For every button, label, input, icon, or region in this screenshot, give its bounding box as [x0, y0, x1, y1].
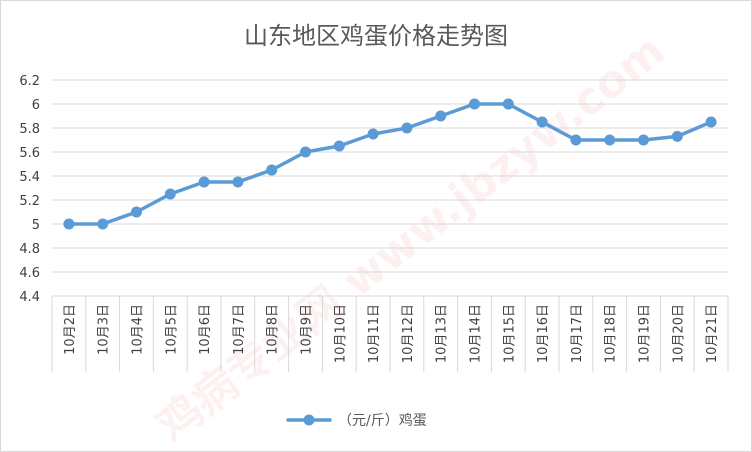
- legend-point-marker: [303, 414, 315, 426]
- x-tick-label: 10月9日: [300, 304, 315, 355]
- x-tick-label: 10月17日: [570, 304, 585, 363]
- y-tick-label: 6.2: [19, 74, 40, 89]
- data-point: [367, 128, 379, 140]
- x-tick-label: 10月12日: [401, 304, 416, 363]
- watermark-text: 鸡病专业网 www.jbzyw.com: [148, 25, 675, 452]
- data-point: [536, 116, 548, 128]
- data-point: [570, 134, 582, 146]
- x-tick-label: 10月19日: [638, 304, 653, 363]
- data-point: [401, 122, 413, 134]
- x-tick-label: 10月20日: [671, 304, 686, 363]
- data-point: [198, 176, 210, 188]
- x-tick-label: 10月10日: [333, 304, 348, 363]
- series-line: [67, 102, 713, 226]
- x-tick-label: 10月6日: [198, 304, 213, 355]
- x-tick-label: 10月13日: [435, 304, 450, 363]
- y-tick-label: 5: [32, 218, 40, 233]
- data-point: [435, 110, 447, 122]
- data-point: [469, 98, 480, 110]
- data-point: [638, 134, 649, 146]
- data-point: [63, 218, 75, 230]
- x-tick-label: 10月5日: [164, 304, 179, 355]
- x-tick-label: 10月4日: [131, 304, 146, 355]
- y-tick-label: 5.8: [19, 122, 40, 137]
- x-tick-label: 10月2日: [63, 304, 78, 355]
- y-tick-label: 5.6: [19, 146, 40, 161]
- legend: （元/斤）鸡蛋: [286, 412, 427, 429]
- watermark: 鸡病专业网 www.jbzyw.com: [148, 25, 675, 452]
- y-tick-label: 4.6: [19, 266, 40, 281]
- x-tick-label: 10月16日: [536, 304, 551, 363]
- gridlines: [52, 79, 728, 297]
- x-tick-label: 10月18日: [604, 304, 619, 363]
- data-point: [97, 218, 109, 230]
- data-point: [300, 146, 311, 158]
- x-tick-label: 10月15日: [502, 304, 517, 363]
- y-tick-label: 4.4: [19, 290, 40, 305]
- data-point: [604, 134, 616, 146]
- data-point: [333, 140, 345, 152]
- data-point: [131, 206, 142, 218]
- legend-label: （元/斤）鸡蛋: [338, 412, 427, 429]
- y-tick-label: 5.2: [19, 194, 40, 209]
- x-tick-label: 10月21日: [705, 304, 720, 363]
- chart-title: 山东地区鸡蛋价格走势图: [244, 22, 508, 50]
- x-tick-label: 10月3日: [97, 304, 112, 355]
- data-point: [671, 130, 683, 142]
- y-tick-label: 4.8: [19, 242, 40, 257]
- data-point: [164, 188, 176, 200]
- series-layer: [63, 98, 717, 230]
- y-tick-label: 5.4: [19, 170, 40, 185]
- y-tick-label: 6: [32, 98, 40, 113]
- data-point: [266, 164, 278, 176]
- axes: 4.4 4.6 4.8 5 5.2 5.4 5.6 5.8 6 6.2 10月2日 10月3日 10月4…: [19, 74, 729, 372]
- data-point: [232, 176, 244, 188]
- x-tick-label: 10月14日: [469, 304, 484, 363]
- data-point: [705, 116, 717, 128]
- data-point: [502, 98, 514, 110]
- x-tick-label: 10月8日: [266, 304, 281, 355]
- x-tick-label: 10月7日: [232, 304, 247, 355]
- x-tick-label: 10月11日: [367, 304, 382, 363]
